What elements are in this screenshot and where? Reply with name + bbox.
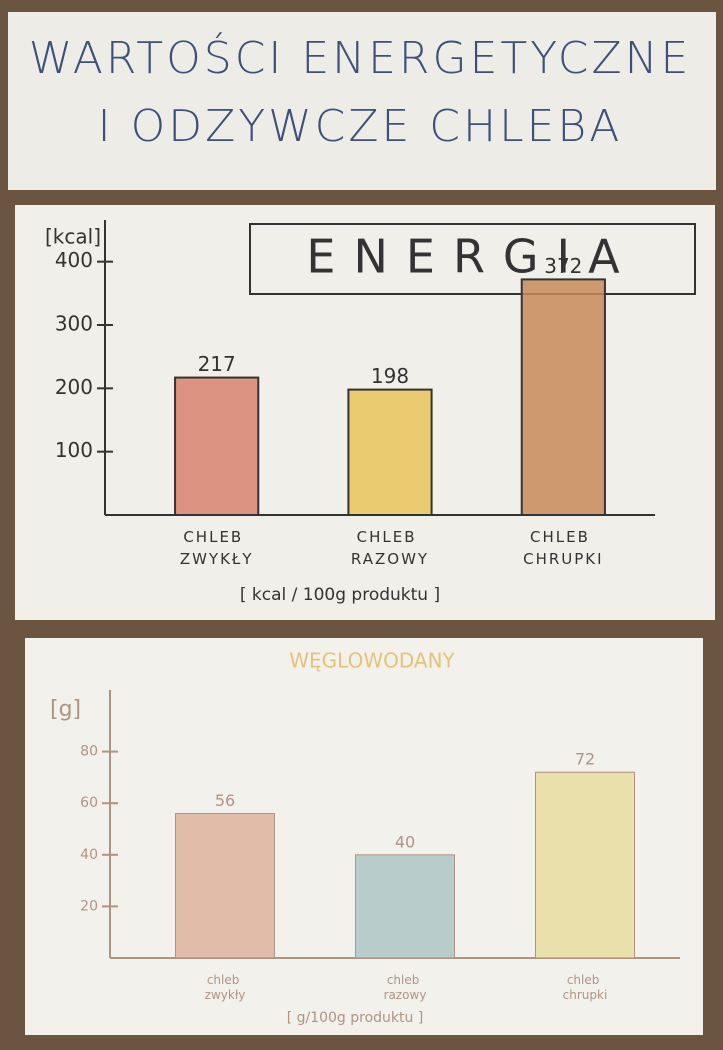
- x-axis-label: [ kcal / 100g produktu ]: [240, 585, 440, 605]
- x-tick-label: chleb chrupki: [563, 973, 608, 1002]
- y-tick-label: 80: [80, 744, 98, 760]
- chart-title: ENERGIA: [306, 230, 637, 284]
- x-tick-label: chleb razowy: [384, 973, 427, 1002]
- y-tick-label: 60: [80, 795, 98, 811]
- bar: [176, 814, 275, 958]
- y-tick-label: 200: [55, 375, 93, 399]
- bar: [522, 279, 605, 515]
- value-label: 198: [371, 364, 409, 388]
- y-tick-label: 40: [80, 847, 98, 863]
- poster: WARTOŚCI ENERGETYCZNE I ODZYWCZE CHLEBA …: [0, 0, 723, 1050]
- value-label: 72: [575, 750, 595, 769]
- value-label: 372: [544, 254, 582, 278]
- bar: [356, 855, 455, 958]
- y-tick-label: 100: [55, 438, 93, 462]
- header-title: WARTOŚCI ENERGETYCZNE I ODZYWCZE CHLEBA: [20, 25, 700, 161]
- bar: [536, 772, 635, 958]
- value-label: 40: [395, 832, 415, 851]
- y-tick-label: 400: [55, 248, 93, 272]
- bar: [175, 378, 258, 515]
- y-axis-label: [g]: [50, 697, 81, 722]
- value-label: 56: [215, 791, 235, 810]
- y-tick-label: 300: [55, 312, 93, 336]
- y-axis-label: [kcal]: [45, 225, 101, 249]
- value-label: 217: [198, 352, 236, 376]
- bar: [348, 390, 431, 515]
- x-axis-label: [ g/100g produktu ]: [287, 1010, 424, 1026]
- chart-title: WĘGLOWODANY: [289, 649, 455, 673]
- y-tick-label: 20: [80, 898, 98, 914]
- header-box: WARTOŚCI ENERGETYCZNE I ODZYWCZE CHLEBA: [20, 25, 700, 180]
- x-tick-label: chleb zwykły: [205, 973, 246, 1002]
